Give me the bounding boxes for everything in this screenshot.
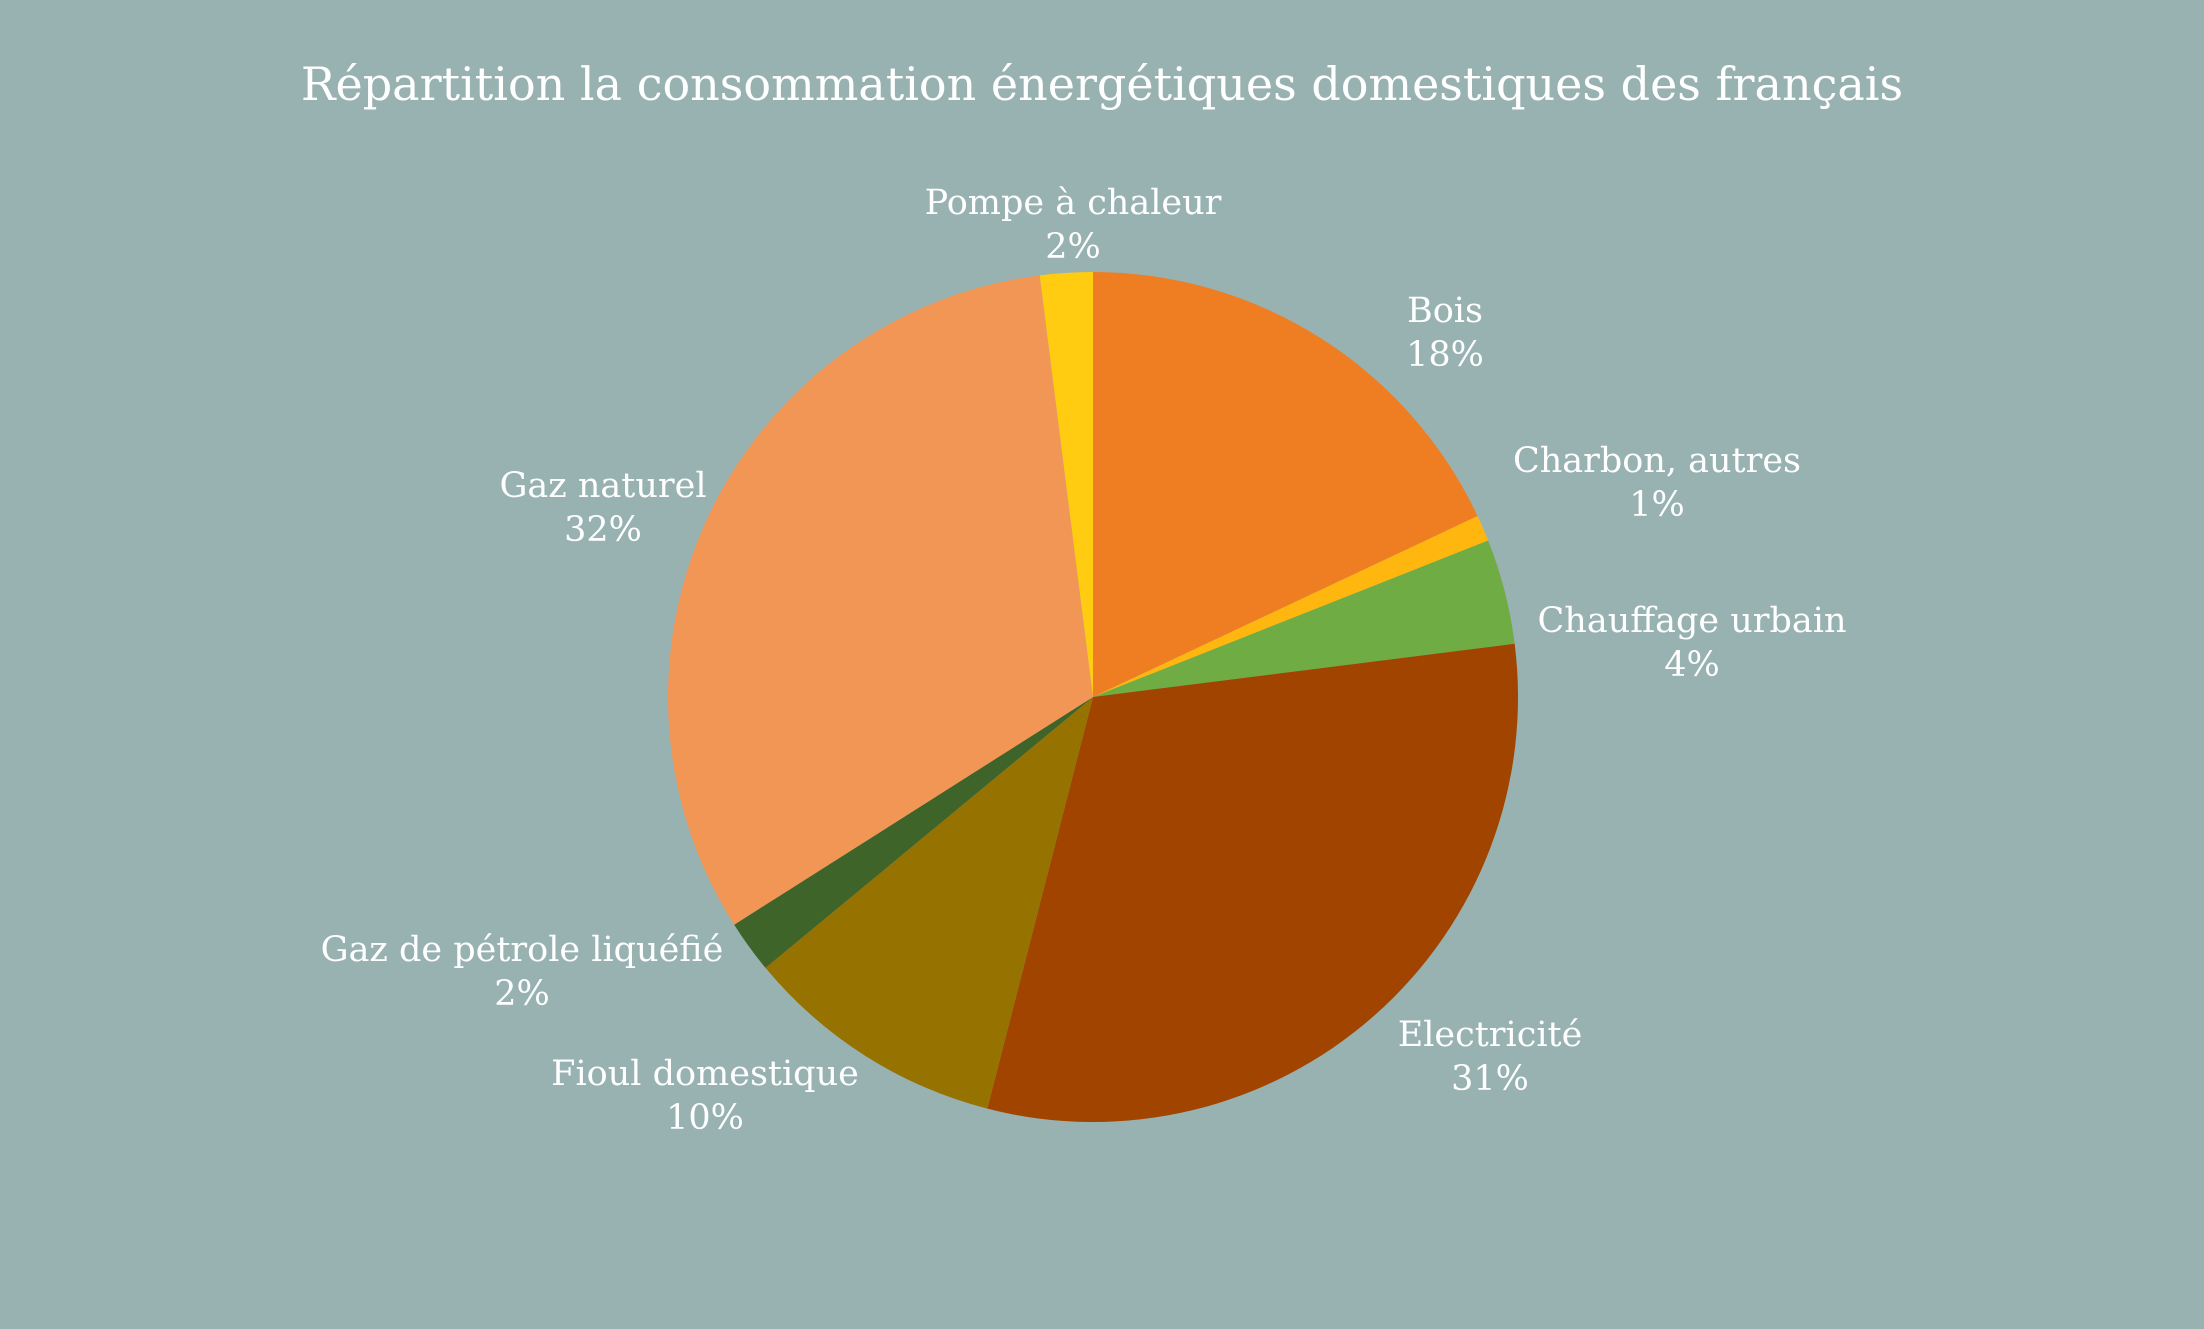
slice-value-electricite: 31% — [1451, 1059, 1529, 1099]
slice-label-gaz-de-petrole-liquefie: Gaz de pétrole liquéfié — [321, 930, 724, 970]
pie-slice-chauffage-urbain — [1093, 540, 1515, 697]
pie-slice-fioul-domestique — [765, 697, 1093, 1109]
slice-value-fioul-domestique: 10% — [666, 1098, 744, 1138]
pie-slice-gaz-de-petrole-liquefie — [734, 697, 1093, 968]
slice-value-chauffage-urbain: 4% — [1664, 645, 1720, 685]
slice-label-fioul-domestique: Fioul domestique — [551, 1054, 859, 1094]
slice-value-bois: 18% — [1406, 335, 1484, 375]
slice-label-charbon-autres: Charbon, autres — [1513, 441, 1801, 481]
pie-slice-gaz-naturel — [667, 275, 1093, 925]
pie-slice-charbon-autres — [1093, 516, 1489, 697]
slice-label-pompe-a-chaleur: Pompe à chaleur — [925, 183, 1222, 223]
slice-label-chauffage-urbain: Chauffage urbain — [1538, 601, 1847, 641]
pie-slice-bois — [1093, 272, 1478, 697]
slice-value-pompe-a-chaleur: 2% — [1045, 227, 1101, 267]
chart-title: Répartition la consommation énergétiques… — [301, 57, 1903, 111]
slice-value-gaz-de-petrole-liquefie: 2% — [494, 974, 550, 1014]
slice-value-charbon-autres: 1% — [1629, 485, 1685, 525]
slice-label-electricite: Electricité — [1398, 1015, 1583, 1055]
pie-slice-pompe-a-chaleur — [1039, 272, 1093, 697]
slice-value-gaz-naturel: 32% — [564, 510, 642, 550]
slice-label-gaz-naturel: Gaz naturel — [499, 466, 706, 506]
pie-slices — [667, 272, 1519, 1123]
pie-slice-electricite — [987, 643, 1519, 1123]
slice-label-bois: Bois — [1407, 291, 1483, 331]
